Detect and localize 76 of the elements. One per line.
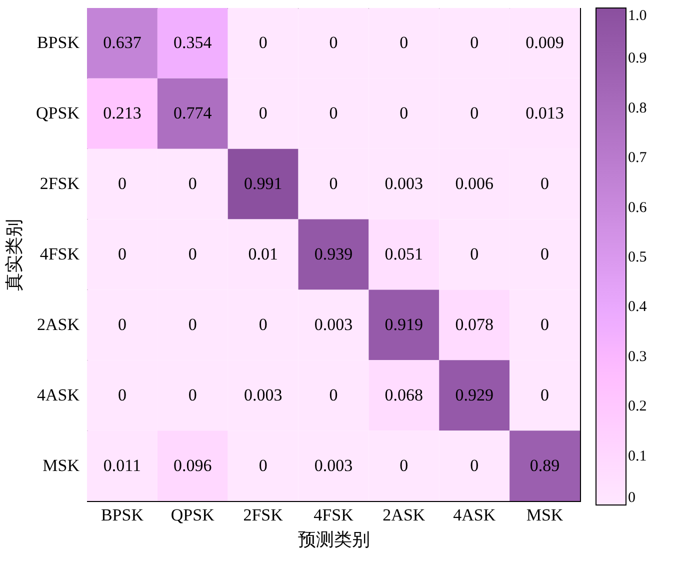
- color-bar-label: 1.0: [628, 8, 647, 24]
- data-label: 0.939: [314, 244, 353, 264]
- color-bar-label: 0.7: [628, 150, 648, 166]
- data-label: 0: [118, 314, 126, 334]
- data-label: 0: [258, 104, 268, 123]
- data-label: 0.003: [314, 314, 353, 334]
- data-label: 0: [470, 456, 479, 475]
- data-label: 0.078: [455, 314, 494, 334]
- data-label: 0.013: [526, 104, 564, 123]
- data-label: 0: [540, 174, 550, 194]
- data-label: 0: [188, 385, 197, 404]
- x-tick-label: 2ASK: [382, 506, 426, 524]
- data-label: 0: [118, 244, 126, 264]
- data-label: 0.051: [384, 244, 424, 264]
- y-tick-label: 4FSK: [40, 244, 80, 264]
- data-label: 0.003: [384, 174, 424, 194]
- data-label: 0: [329, 174, 338, 194]
- data-label: 0: [400, 33, 408, 52]
- color-bar-label: 0.6: [628, 200, 648, 216]
- data-label: 0: [188, 244, 197, 264]
- y-axis-title: 真实类别: [4, 219, 24, 291]
- data-label: 0.213: [103, 104, 142, 123]
- data-label: 0.068: [384, 385, 424, 404]
- y-tick-label: 2ASK: [36, 314, 80, 334]
- data-label: 0: [118, 174, 126, 194]
- data-label: 0.774: [174, 104, 212, 123]
- color-bar-label: 0.9: [628, 50, 647, 67]
- data-label: 0.009: [526, 33, 564, 52]
- data-label: 0: [188, 314, 197, 334]
- data-label: 0: [258, 456, 268, 475]
- data-label: 0.006: [455, 174, 494, 194]
- y-tick-label: 4ASK: [36, 385, 80, 404]
- data-label: 0: [540, 314, 550, 334]
- color-bar-label: 0.1: [628, 448, 647, 464]
- data-label: 0: [400, 104, 408, 123]
- x-tick-label: 4FSK: [314, 506, 354, 524]
- data-label: 0.929: [455, 385, 494, 404]
- data-label: 0: [470, 244, 479, 264]
- data-label: 0.637: [103, 33, 142, 52]
- y-tick-label: BPSK: [36, 33, 80, 52]
- x-tick-label: 2FSK: [243, 506, 284, 524]
- data-label: 0: [329, 385, 338, 404]
- color-bar-label: 0.8: [628, 100, 647, 116]
- data-label: 0: [329, 33, 338, 52]
- data-label: 0.01: [248, 244, 278, 264]
- color-bar-label: 0.3: [628, 348, 647, 365]
- y-tick-label: QPSK: [36, 104, 80, 123]
- data-label: 0: [540, 385, 550, 404]
- x-tick-label: BPSK: [100, 506, 144, 524]
- data-label: 0.991: [244, 174, 282, 194]
- data-label: 0.003: [244, 385, 282, 404]
- data-label: 0: [329, 104, 338, 123]
- x-tick-label: MSK: [526, 506, 564, 524]
- data-label: 0: [400, 456, 408, 475]
- data-label: 0: [470, 33, 479, 52]
- x-tick-label: 4ASK: [453, 506, 496, 524]
- x-tick-label: QPSK: [170, 506, 216, 524]
- data-label: 0: [118, 385, 126, 404]
- data-label: 0: [540, 244, 550, 264]
- data-label: 0.919: [384, 314, 424, 334]
- data-label: 0.354: [174, 33, 212, 52]
- data-label: 0.096: [174, 456, 212, 475]
- color-bar-label: 0: [628, 490, 636, 506]
- color-bar-label: 0.4: [628, 299, 648, 316]
- color-bar-label: 0.5: [628, 250, 647, 266]
- data-label: 0.003: [314, 456, 353, 475]
- y-tick-label: 2FSK: [40, 174, 80, 194]
- data-label: 0: [188, 174, 197, 194]
- data-label: 0: [258, 33, 268, 52]
- color-bar-label: 0.2: [628, 398, 647, 415]
- y-tick-label: MSK: [42, 456, 80, 475]
- x-axis-title: 预测类别: [298, 530, 370, 550]
- data-label: 0.011: [103, 456, 142, 475]
- data-label: 0: [258, 314, 268, 334]
- data-label: 0: [470, 104, 479, 123]
- data-label: 0.89: [530, 456, 560, 475]
